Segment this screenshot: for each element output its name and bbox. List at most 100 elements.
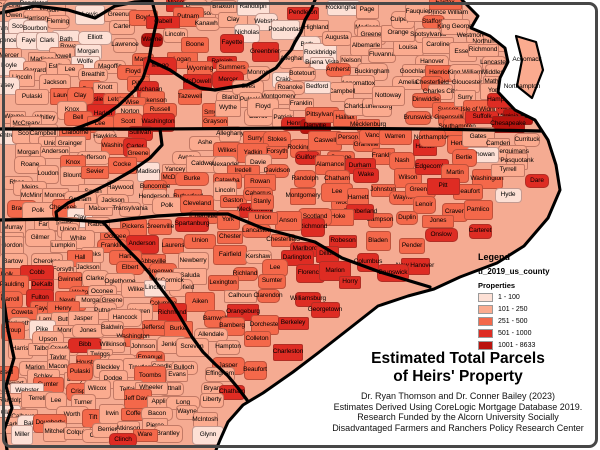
county-label: Pitt — [438, 181, 448, 189]
county-label: Troup — [4, 326, 22, 334]
county-label: Lee — [94, 119, 106, 127]
county-label: Union — [254, 213, 272, 221]
county-label: Orange — [387, 28, 409, 36]
county-rockingham: Rockingham — [325, 0, 361, 16]
county-accomack: Accomack — [512, 50, 542, 70]
county-label: Randolph — [239, 2, 267, 10]
county-label: Hampton — [487, 95, 513, 103]
county-label: Sumter — [37, 380, 59, 388]
county-label: Schley — [34, 373, 53, 381]
county-kanawha: Kanawha — [195, 17, 221, 31]
county-label: Columbus — [353, 257, 383, 265]
county-label: Wythe — [219, 103, 237, 111]
county-label: Morgan — [81, 296, 103, 304]
county-hampton: Hampton — [486, 92, 514, 108]
county-label: Gwinnett — [57, 275, 83, 283]
county-richmond: Richmond — [467, 43, 499, 57]
county-label: Cleveland — [182, 199, 212, 207]
county-label: Burke — [169, 324, 187, 332]
county-label: Wayne — [177, 407, 197, 415]
county-label: Screven — [180, 342, 204, 350]
county-spartanburg: Spartanburg — [174, 216, 210, 232]
county-label: Elbert — [121, 263, 139, 271]
county-fleming: Fleming — [46, 15, 70, 29]
county-label: Aiken — [192, 297, 208, 305]
county-label: Fleming — [46, 17, 70, 25]
county-label: Houston — [76, 359, 100, 367]
county-label: Newton — [59, 297, 81, 305]
county-label: Jackson — [76, 263, 100, 271]
county-label: Caldwell — [191, 159, 215, 167]
county-label: Martin — [446, 168, 464, 176]
county-label: Meigs — [22, 184, 39, 192]
county-clinch: Clinch — [109, 433, 137, 447]
county-label: Laurens — [161, 241, 185, 249]
county-label: Carteret — [468, 226, 492, 234]
county-label: Wake — [358, 170, 374, 178]
county-onslow: Onslow — [424, 228, 458, 242]
county-label: Floyd — [125, 67, 141, 75]
county-label: Jackson — [43, 78, 67, 86]
county-aiken: Aiken — [185, 292, 215, 312]
county-label: Smyth — [204, 108, 222, 116]
county-label: Chester — [218, 232, 242, 240]
county-label: Crisp — [70, 387, 86, 395]
county-page: Page — [355, 1, 379, 19]
county-greenville: Greenville — [146, 219, 174, 235]
county-label: Lancaster — [242, 226, 270, 234]
county-duplin: Duplin — [396, 211, 418, 225]
county-label: Surry — [247, 134, 263, 142]
county-label: Caswell — [313, 136, 337, 144]
county-wythe: Wythe — [215, 99, 241, 117]
county-label: Union — [60, 226, 77, 234]
county-wayne: Wayne — [141, 33, 163, 47]
county-label: Chesapeake — [490, 119, 526, 127]
county-label: Alamance — [315, 160, 345, 168]
county-label: Morgan — [17, 148, 39, 156]
county-burke: Burke — [175, 172, 209, 186]
county-label: Mecklenburg — [349, 120, 387, 128]
county-liberty: Liberty — [200, 392, 224, 408]
county-mcdowell: McDowell — [182, 73, 212, 91]
county-label: Danville — [303, 121, 327, 129]
county-ware: Ware — [132, 428, 158, 442]
county-label: Jasper — [73, 314, 93, 322]
county-label: Wilkinson — [99, 340, 127, 348]
county-evans: Evans — [166, 368, 188, 382]
county-pitt: Pitt — [426, 177, 460, 195]
county-label: Botetourt — [289, 69, 315, 77]
legend-row: 1001 - 8633 — [478, 341, 550, 350]
county-label: Rockbridge — [304, 48, 336, 56]
county-label: Tazewell — [177, 92, 203, 100]
county-label: Stokes — [267, 135, 287, 143]
county-label: Loudon — [37, 169, 59, 177]
county-label: Spartanburg — [174, 219, 210, 227]
county-label: Suffolk — [472, 112, 492, 120]
county-label: Lee — [331, 187, 343, 195]
county-label: Bath — [59, 35, 73, 43]
county-charleston: Charleston — [273, 343, 303, 361]
county-label: Johnson — [131, 342, 155, 350]
legend-swatch — [478, 317, 493, 326]
county-label: Clinch — [114, 435, 132, 443]
county-berkeley: Berkeley — [277, 316, 309, 330]
county-label: Fayette — [34, 304, 56, 312]
county-montgomery: Montgomery — [285, 187, 321, 205]
county-label: Hart — [119, 252, 131, 260]
county-randolph: Randolph — [291, 170, 319, 188]
county-label: Accomack — [512, 55, 542, 63]
county-fairfield: Fairfield — [213, 245, 247, 265]
county-label: Warren — [384, 132, 406, 140]
county-gilmer: Gilmer — [24, 229, 56, 247]
legend-class-label: 1 - 100 — [498, 294, 520, 301]
county-label: Brunswick — [378, 268, 408, 276]
county-label: Ware — [137, 430, 153, 438]
county-label: Twiggs — [90, 350, 110, 358]
county-label: Wilson — [398, 173, 418, 181]
county-label: Gates — [469, 132, 487, 140]
county-label: Dare — [530, 176, 544, 184]
county-label: Pike — [35, 325, 49, 333]
county-fluvanna: Fluvanna — [368, 47, 396, 63]
legend-class-label: 251 - 500 — [498, 318, 528, 325]
county-label: Anson — [279, 216, 297, 224]
